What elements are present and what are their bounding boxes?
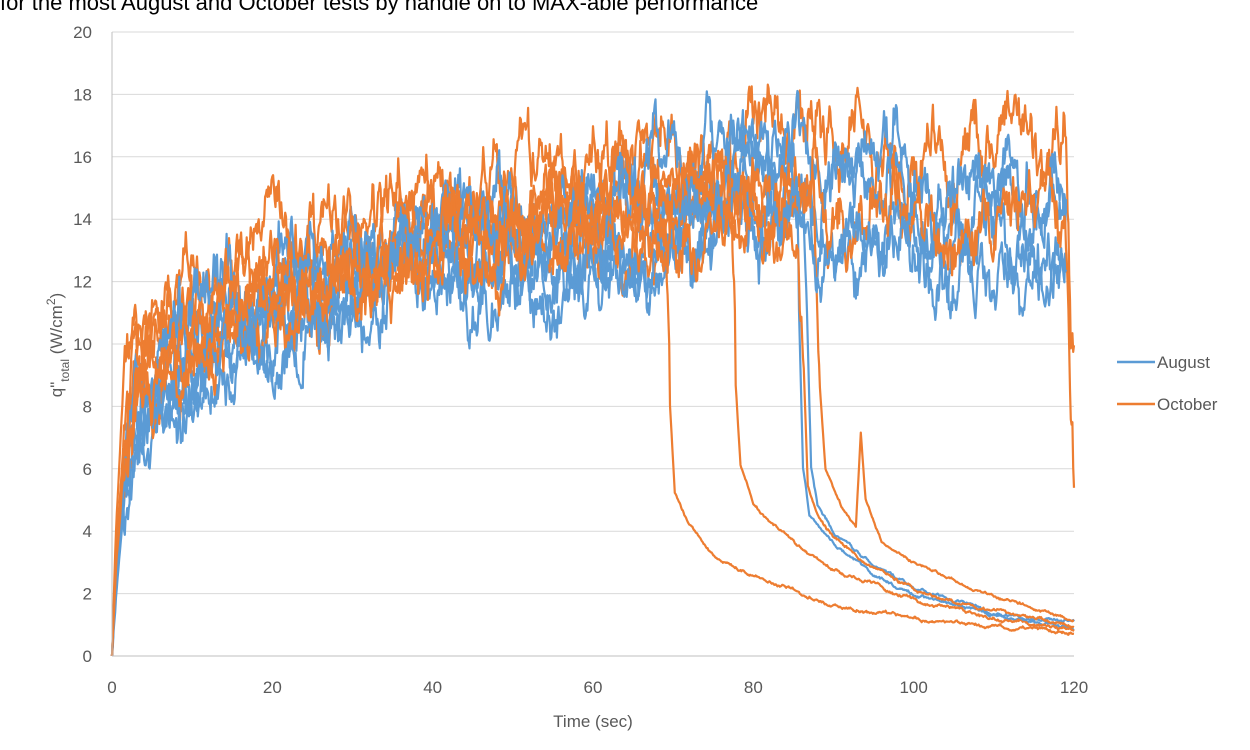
series-line-october-5: [110, 170, 1075, 657]
y-axis-title: q"total (W/cm2): [44, 293, 72, 397]
axes: 0 2 4 6 8 10 12 14 16 18 20 0 20 40 60 80 100 120: [73, 23, 1088, 697]
y-tick-label: 8: [83, 397, 92, 416]
x-axis-title: Time (sec): [553, 712, 633, 731]
y-tick-label: 0: [83, 647, 92, 666]
y-tick-label: 4: [83, 522, 92, 541]
y-tick-label: 2: [83, 585, 92, 604]
series-line-october-2: [110, 119, 1075, 657]
legend: August October: [1117, 353, 1218, 414]
y-tick-label: 12: [73, 273, 92, 292]
x-tick-label: 0: [107, 678, 116, 697]
y-tick-label: 14: [73, 210, 92, 229]
y-tick-label: 10: [73, 335, 92, 354]
plot-area: [110, 83, 1076, 657]
x-tick-label: 20: [263, 678, 282, 697]
chart-title: for the most August and October tests by…: [0, 0, 758, 15]
y-tick-label: 20: [73, 23, 92, 42]
y-tick-label: 18: [73, 85, 92, 104]
series-line-october-3: [110, 150, 1075, 657]
legend-label-august: August: [1157, 353, 1210, 372]
y-tick-label: 16: [73, 148, 92, 167]
x-tick-label: 40: [423, 678, 442, 697]
y-tick-label: 6: [83, 460, 92, 479]
x-tick-label: 60: [584, 678, 603, 697]
x-tick-label: 120: [1060, 678, 1088, 697]
x-tick-label: 100: [899, 678, 927, 697]
series-line-august-5: [110, 156, 1068, 657]
x-tick-label: 80: [744, 678, 763, 697]
legend-label-october: October: [1157, 395, 1218, 414]
